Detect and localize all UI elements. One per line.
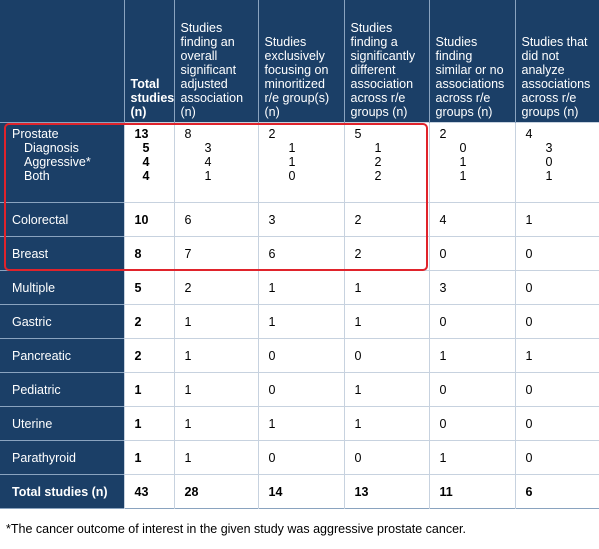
cell-value: 1	[174, 441, 258, 475]
cell-total: 2	[124, 339, 174, 373]
cell-value: 6	[258, 237, 344, 271]
totals-c5: 11	[429, 475, 515, 509]
footnote: *The cancer outcome of interest in the g…	[0, 509, 599, 549]
cell-value: 1	[174, 305, 258, 339]
cell-prostate-c5: 2 0 1 1	[429, 123, 515, 203]
cell-value: 1	[429, 339, 515, 373]
cell-value: 3	[429, 271, 515, 305]
cell-value: 1	[344, 373, 429, 407]
cell-prostate-c6: 4 3 0 1	[515, 123, 599, 203]
cell-total: 8	[124, 237, 174, 271]
cell-prostate-c2: 8 3 4 1	[174, 123, 258, 203]
row-label: Colorectal	[0, 203, 124, 237]
totals-c4: 13	[344, 475, 429, 509]
cell-total: 1	[124, 373, 174, 407]
cell-value: 0	[258, 373, 344, 407]
cell-value: 2	[174, 271, 258, 305]
cell-value: 7	[174, 237, 258, 271]
cell-value: 0	[515, 271, 599, 305]
header-not-analyzed: Studies that did not analyze association…	[515, 0, 599, 123]
row-label: Multiple	[0, 271, 124, 305]
row-label-prostate: Prostate Diagnosis Aggressive* Both	[0, 123, 124, 203]
table-row-prostate: Prostate Diagnosis Aggressive* Both 13 5…	[0, 123, 599, 203]
totals-label: Total studies (n)	[0, 475, 124, 509]
totals-c6: 6	[515, 475, 599, 509]
cell-value: 6	[174, 203, 258, 237]
table-row: Pediatric 1 1 0 1 0 0	[0, 373, 599, 407]
table-row: Multiple 5 2 1 1 3 0	[0, 271, 599, 305]
cell-value: 0	[515, 407, 599, 441]
cell-value: 0	[515, 441, 599, 475]
cell-prostate-total: 13 5 4 4	[124, 123, 174, 203]
table-row: Colorectal 10 6 3 2 4 1	[0, 203, 599, 237]
header-row: Total studies (n) Studies finding an ove…	[0, 0, 599, 123]
row-label: Pancreatic	[0, 339, 124, 373]
cell-value: 1	[174, 407, 258, 441]
header-total-studies: Total studies (n)	[124, 0, 174, 123]
cell-value: 0	[429, 305, 515, 339]
cell-value: 1	[344, 407, 429, 441]
cell-total: 1	[124, 441, 174, 475]
row-label: Pediatric	[0, 373, 124, 407]
header-minoritized-focus: Studies exclusively focusing on minoriti…	[258, 0, 344, 123]
cell-value: 0	[429, 407, 515, 441]
cell-value: 1	[515, 339, 599, 373]
footnote-row: *The cancer outcome of interest in the g…	[0, 509, 599, 549]
totals-c3: 14	[258, 475, 344, 509]
header-similar-association: Studies finding similar or no associatio…	[429, 0, 515, 123]
header-overall-significant: Studies finding an overall significant a…	[174, 0, 258, 123]
cell-total: 2	[124, 305, 174, 339]
cell-value: 1	[258, 271, 344, 305]
cell-value: 1	[344, 271, 429, 305]
cell-value: 1	[515, 203, 599, 237]
table-row: Parathyroid 1 1 0 0 1 0	[0, 441, 599, 475]
cell-value: 1	[344, 305, 429, 339]
cell-value: 1	[258, 407, 344, 441]
header-cancer-type	[0, 0, 124, 123]
cell-total: 1	[124, 407, 174, 441]
cell-prostate-c4: 5 1 2 2	[344, 123, 429, 203]
cell-value: 0	[515, 373, 599, 407]
row-label: Uterine	[0, 407, 124, 441]
cell-value: 0	[258, 339, 344, 373]
totals-total: 43	[124, 475, 174, 509]
cell-value: 2	[344, 237, 429, 271]
cell-value: 1	[174, 373, 258, 407]
table-row: Uterine 1 1 1 1 0 0	[0, 407, 599, 441]
table-row: Pancreatic 2 1 0 0 1 1	[0, 339, 599, 373]
totals-row: Total studies (n) 43 28 14 13 11 6	[0, 475, 599, 509]
cell-value: 0	[344, 339, 429, 373]
header-different-association: Studies finding a significantly differen…	[344, 0, 429, 123]
row-label: Breast	[0, 237, 124, 271]
cell-value: 4	[429, 203, 515, 237]
cell-value: 0	[515, 305, 599, 339]
cell-total: 10	[124, 203, 174, 237]
cell-value: 3	[258, 203, 344, 237]
row-label: Parathyroid	[0, 441, 124, 475]
table-row: Gastric 2 1 1 1 0 0	[0, 305, 599, 339]
cell-value: 0	[515, 237, 599, 271]
totals-c2: 28	[174, 475, 258, 509]
cell-value: 0	[429, 373, 515, 407]
cell-value: 0	[258, 441, 344, 475]
cell-prostate-c3: 2 1 1 0	[258, 123, 344, 203]
cell-value: 0	[344, 441, 429, 475]
cell-value: 0	[429, 237, 515, 271]
cell-total: 5	[124, 271, 174, 305]
cell-value: 1	[429, 441, 515, 475]
cell-value: 1	[174, 339, 258, 373]
cell-value: 2	[344, 203, 429, 237]
row-label: Gastric	[0, 305, 124, 339]
cell-value: 1	[258, 305, 344, 339]
table-row: Breast 8 7 6 2 0 0	[0, 237, 599, 271]
